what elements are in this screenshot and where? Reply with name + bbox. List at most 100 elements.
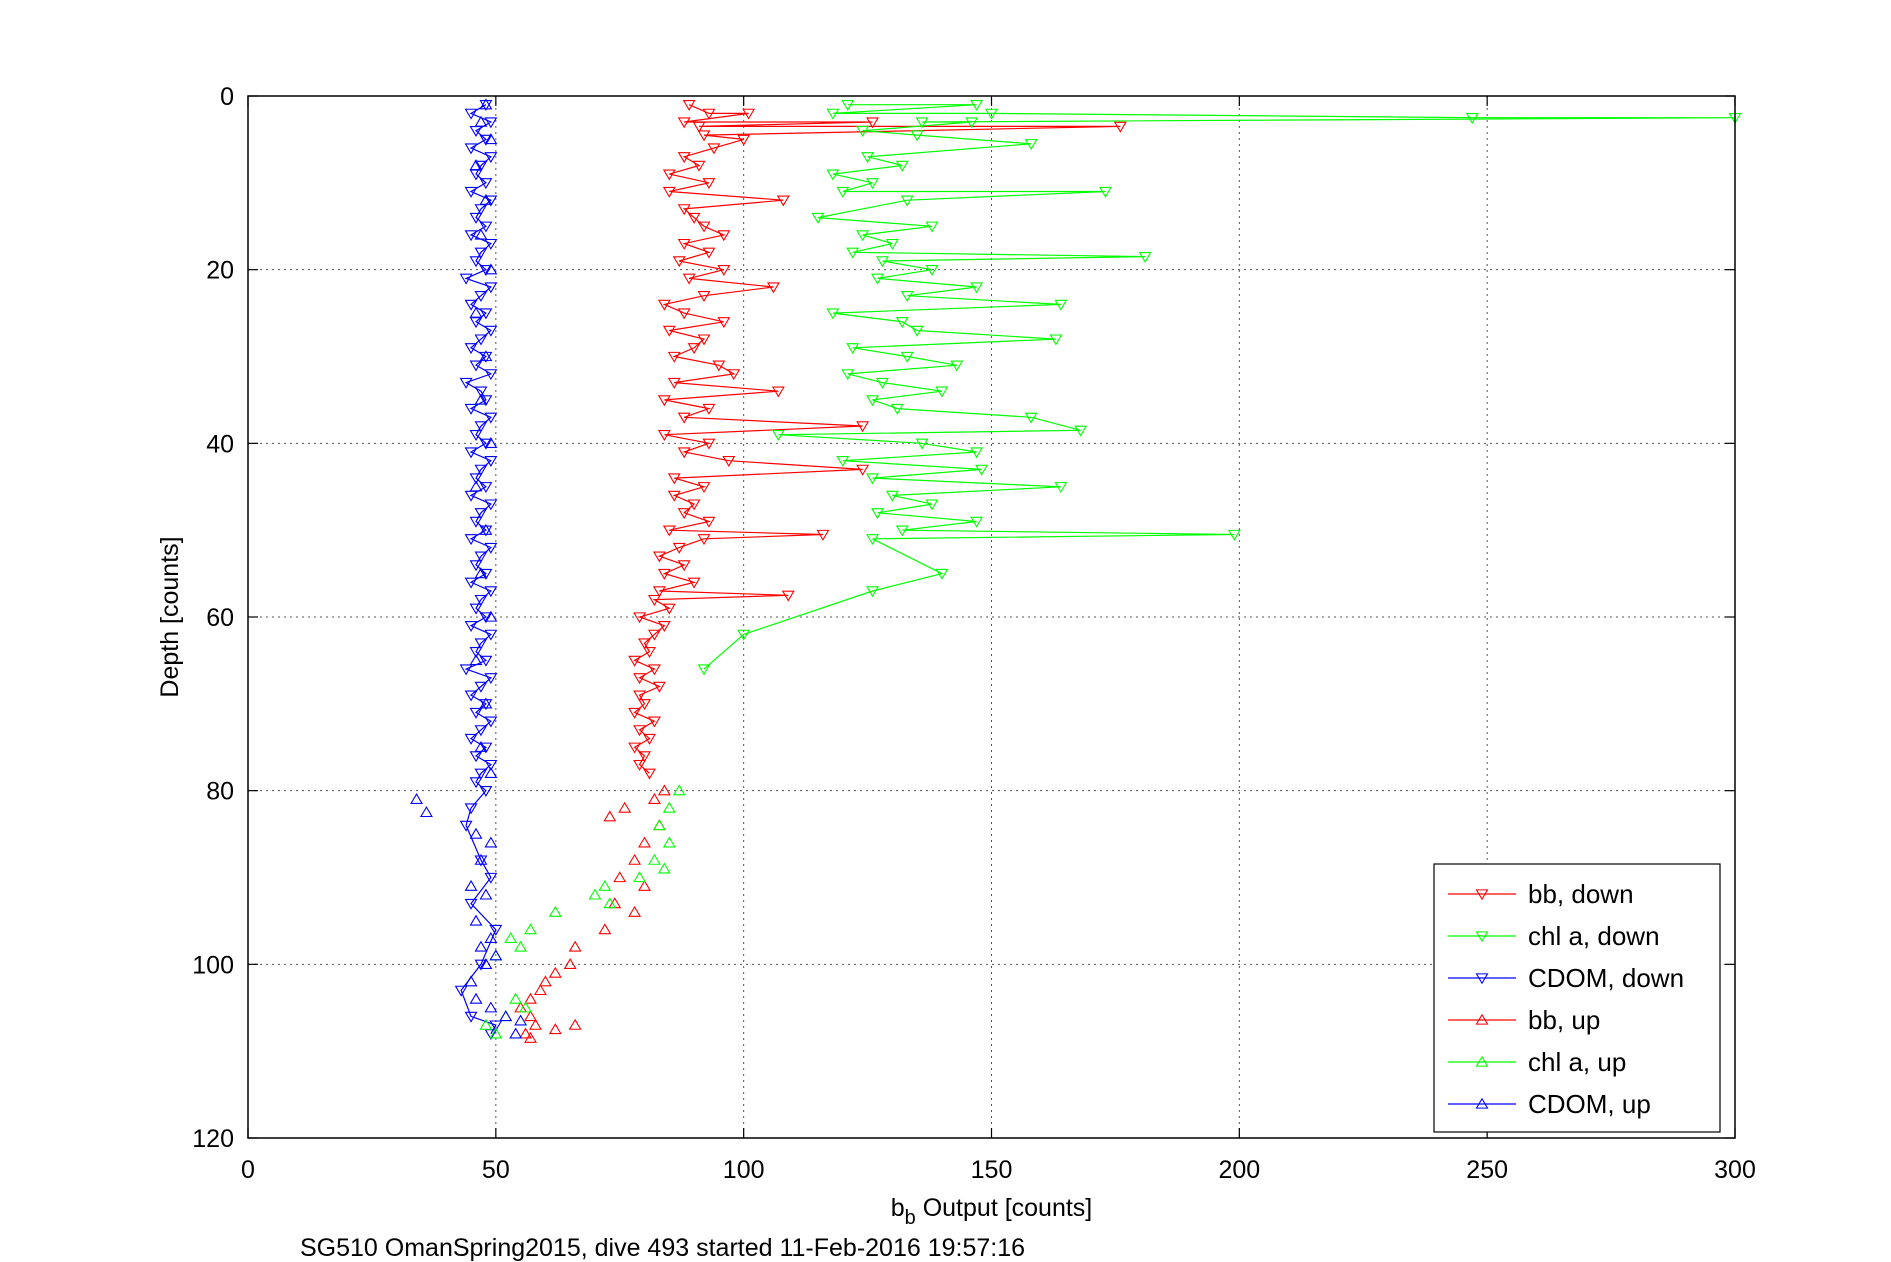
data-point [484,759,498,771]
legend-entry: CDOM, down [1528,963,1684,993]
legend-entry: bb, down [1528,879,1634,909]
legend-marker [1475,1013,1489,1025]
data-point [722,456,736,468]
data-point [489,1027,503,1039]
data-point [826,308,840,320]
data-point [915,117,929,129]
data-point [1024,412,1038,424]
data-point [628,707,642,719]
ticks: 0 50 100 150 200 250 300 0 20 40 60 80 100 120 [192,83,1756,1184]
data-point [474,464,488,476]
data-point [459,664,473,676]
y-tick-label: 80 [206,778,234,806]
data-point [464,1011,478,1023]
data-point [856,464,870,476]
data-point [652,551,666,563]
data-point [464,143,478,155]
data-point [717,230,731,242]
data-point [856,421,870,433]
data-point [474,940,488,952]
data-point [489,1020,503,1032]
data-point [464,879,478,891]
data-point [1074,425,1088,437]
data-point [479,438,493,450]
data-point [469,914,483,926]
data-point [682,100,696,111]
data-point [657,395,671,407]
legend-entry: bb, up [1528,1005,1600,1035]
data-point [647,629,661,641]
data-point [469,560,483,572]
data-point [469,516,483,528]
data-point [588,888,602,900]
data-point [895,525,909,537]
data-point [677,412,691,424]
data-point [484,456,498,468]
data-point [677,238,691,250]
data-point [687,577,701,589]
data-point [504,931,518,943]
data-point [484,195,498,207]
data-point [464,299,478,311]
data-point [469,429,483,441]
data-point [474,247,488,259]
data-point [479,100,493,111]
data-point [662,603,676,615]
data-point [717,317,731,329]
data-point [469,360,483,372]
data-point [925,221,939,233]
data-point [479,350,493,362]
data-point [479,655,493,667]
data-point [479,742,493,754]
data-point [519,1027,533,1039]
data-point [662,169,676,181]
data-point [469,777,483,789]
data-point [459,273,473,285]
data-point [464,343,478,355]
data-point [910,130,924,142]
data-point [464,447,478,459]
data-point [771,386,785,398]
data-point [1049,334,1063,346]
data-point [697,334,711,346]
data-point [826,108,840,120]
data-point [484,238,498,250]
data-point [479,98,493,110]
x-tick-label: 300 [1714,1156,1756,1184]
data-point [474,508,488,520]
data-point [474,594,488,606]
data-point [469,159,483,171]
data-point [702,516,716,528]
data-point [950,360,964,372]
data-point [474,386,488,398]
series-layer [410,98,1742,1043]
data-point [469,647,483,659]
data-point [875,377,889,389]
data-point [469,603,483,615]
data-point [890,403,904,415]
data-point [677,560,691,572]
data-point [657,621,671,632]
data-point [1054,299,1068,311]
data-point [484,282,498,294]
legend: bb, down chl a, down CDOM, down bb, up chl a… [1433,863,1721,1133]
data-point [509,992,523,1004]
data-point [633,690,647,702]
data-point [866,586,880,598]
data-point [598,879,612,891]
data-point [474,853,488,865]
data-point [474,334,488,346]
data-point [866,473,880,485]
data-point [479,568,493,580]
data-point [970,516,984,528]
data-point [484,1001,498,1013]
data-point [524,1031,537,1043]
data-point [464,534,478,546]
data-point [836,456,850,468]
data-point [633,759,647,771]
data-point [464,108,478,120]
data-point [667,351,681,363]
data-point [662,325,676,337]
data-point [667,473,681,485]
